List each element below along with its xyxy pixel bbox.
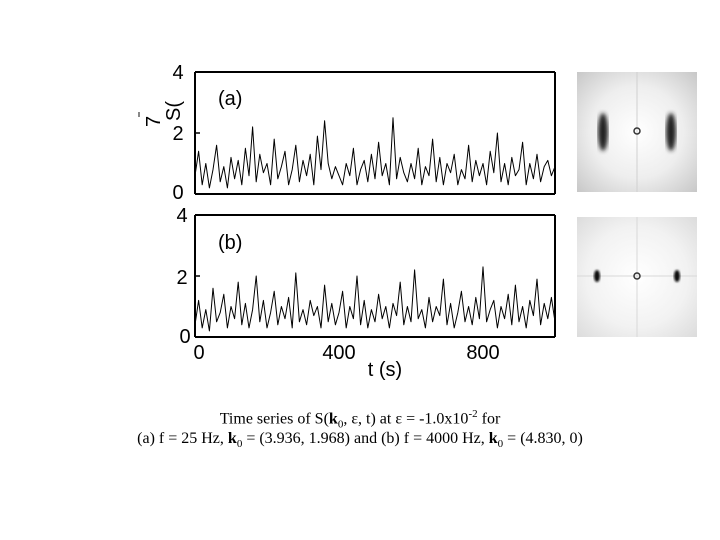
y-axis-label: S( [163, 101, 185, 121]
x-axis-label: t (s) [368, 359, 402, 381]
caption-k-vector: k [328, 410, 338, 428]
fourier-pattern-b [577, 217, 697, 337]
y-axis-label-extra: 7 [143, 116, 165, 127]
caption-text: , [343, 410, 352, 428]
y-tick-label: 4 [176, 205, 187, 227]
caption-line-1: Time series of S(k0, ε, t) at ε = -1.0x1… [0, 408, 720, 431]
x-tick-label: 400 [322, 342, 355, 364]
y-tick-label: 2 [172, 123, 183, 145]
y-tick-label: 2 [176, 267, 187, 289]
caption-text: = (3.936, 1.968) and (b) f = 4000 Hz, [242, 430, 489, 447]
caption-text: = -1.0x10 [402, 410, 469, 428]
series-group-b [194, 266, 556, 332]
x-tick-label: 0 [193, 342, 204, 364]
ticks-a [195, 71, 200, 195]
fourier-pattern-a [577, 72, 697, 192]
caption-text: Time series of S( [219, 410, 329, 428]
pattern-b-right-spot [674, 270, 680, 282]
caption-text: = (4.830, 0) [503, 430, 583, 447]
caption-epsilon: ε [351, 410, 359, 428]
panel-a: (a) 4 2 0 S( 7 [138, 62, 556, 204]
caption-exponent: -2 [468, 408, 478, 420]
caption-subscript: 0 [497, 438, 504, 451]
pattern-a-center-spot [633, 127, 641, 135]
panel-label-a: (a) [218, 88, 242, 110]
caption-text: for [477, 410, 501, 428]
pattern-a-left-arc [598, 113, 608, 151]
series-group-a [194, 117, 556, 189]
pattern-b-left-spot [594, 270, 600, 282]
pattern-b-center-spot [633, 272, 641, 280]
pattern-a-right-arc [666, 113, 676, 151]
series-line-b [194, 266, 556, 332]
y-tick-label: 4 [172, 62, 183, 84]
caption-k-vector: k [488, 430, 498, 447]
x-tick-label: 800 [466, 342, 499, 364]
x-tick-labels: 0 400 800 [193, 342, 499, 364]
stray-mark [138, 112, 140, 117]
caption-line-2: (a) f = 25 Hz, k0 = (3.936, 1.968) and (… [0, 430, 720, 450]
y-tick-label: 0 [179, 326, 190, 348]
caption-epsilon: ε [395, 410, 403, 428]
ticks-b [195, 214, 200, 338]
caption-subscript: 0 [337, 418, 344, 431]
panel-b: (b) 4 2 0 0 400 800 t (s) [176, 205, 556, 381]
caption-text: (a) f = 25 Hz, [137, 430, 228, 447]
y-tick-label: 0 [172, 182, 183, 204]
caption-k-vector: k [227, 430, 237, 447]
series-line-a [194, 117, 556, 189]
caption-text: , t) at [358, 410, 396, 428]
panel-label-b: (b) [218, 232, 242, 254]
caption-subscript: 0 [236, 438, 243, 451]
